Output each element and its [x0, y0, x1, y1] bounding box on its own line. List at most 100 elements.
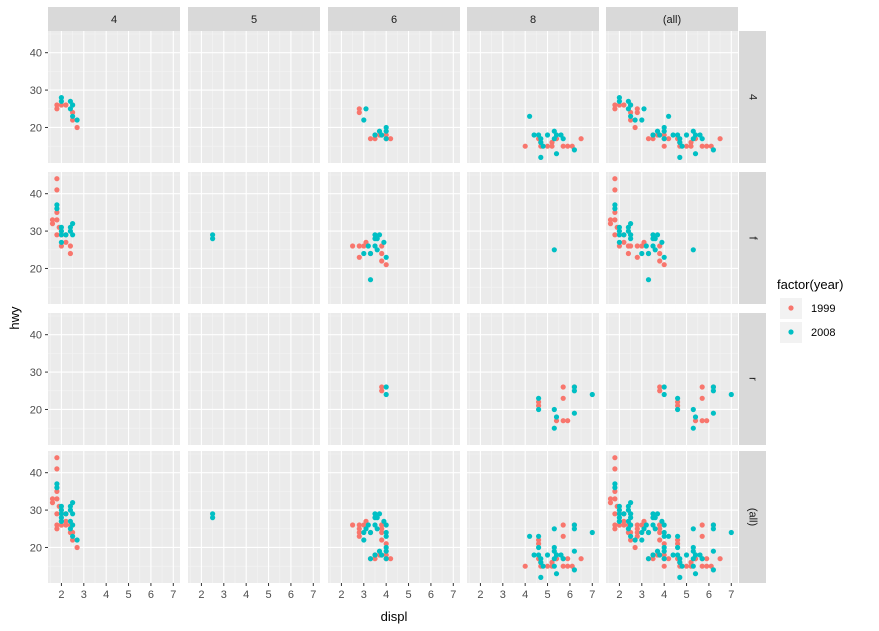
data-point-1999 — [661, 563, 667, 569]
data-point-2008 — [367, 250, 374, 257]
data-point-1999 — [356, 109, 362, 116]
data-point-2008 — [645, 556, 652, 562]
data-point-2008 — [571, 548, 578, 554]
data-point-2008 — [551, 544, 557, 551]
data-point-2008 — [699, 136, 705, 142]
data-point-1999 — [379, 388, 385, 394]
data-point-2008 — [544, 552, 551, 558]
data-point-1999 — [379, 250, 385, 257]
data-point-2008 — [383, 391, 389, 398]
data-point-2008 — [628, 515, 634, 521]
data-point-2008 — [677, 136, 683, 142]
data-point-1999 — [356, 243, 362, 249]
data-point-1999 — [675, 537, 681, 543]
data-point-2008 — [690, 247, 696, 253]
x-tick-label: 6 — [706, 589, 712, 601]
data-point-2008 — [589, 529, 595, 536]
data-point-1999 — [372, 136, 378, 142]
data-point-2008 — [376, 232, 383, 238]
data-point-2008 — [361, 250, 367, 257]
data-point-2008 — [58, 232, 64, 238]
data-point-1999 — [536, 399, 542, 405]
data-point-2008 — [383, 556, 389, 562]
data-point-2008 — [675, 544, 681, 551]
x-tick-label: 2 — [616, 589, 622, 601]
data-point-1999 — [675, 541, 681, 547]
data-point-1999 — [634, 106, 640, 112]
data-point-2008 — [654, 548, 661, 554]
data-point-1999 — [661, 541, 667, 547]
row-strip — [739, 172, 766, 304]
data-point-2008 — [710, 522, 717, 528]
data-point-1999 — [367, 136, 374, 142]
data-point-2008 — [54, 202, 60, 208]
data-point-2008 — [571, 388, 578, 394]
data-point-2008 — [690, 526, 696, 532]
data-point-1999 — [612, 102, 618, 108]
data-point-2008 — [372, 243, 378, 249]
x-tick-label: 5 — [265, 589, 271, 601]
data-point-2008 — [383, 128, 389, 134]
legend-title: factor(year) — [777, 277, 843, 292]
data-point-2008 — [540, 143, 546, 149]
data-point-2008 — [645, 277, 652, 283]
data-point-1999 — [74, 124, 80, 131]
data-point-2008 — [628, 522, 634, 528]
y-axis-title: hwy — [7, 306, 22, 330]
legend-swatch-2008 — [788, 329, 794, 335]
data-point-2008 — [639, 250, 645, 257]
data-point-2008 — [527, 533, 533, 539]
data-point-1999 — [536, 541, 542, 547]
data-point-2008 — [666, 533, 672, 539]
data-point-2008 — [374, 247, 380, 253]
x-tick-label: 3 — [639, 589, 645, 601]
data-point-2008 — [632, 537, 638, 543]
data-point-2008 — [616, 228, 623, 234]
data-point-2008 — [553, 571, 560, 577]
panel-background — [328, 451, 460, 583]
x-tick-label: 4 — [522, 589, 528, 601]
data-point-2008 — [63, 232, 69, 238]
data-point-1999 — [661, 132, 667, 138]
column-strip-label: (all) — [663, 14, 681, 26]
data-point-2008 — [361, 117, 367, 123]
data-point-2008 — [670, 552, 676, 558]
y-tick-label: 20 — [30, 404, 42, 416]
data-point-2008 — [661, 124, 667, 131]
data-point-2008 — [376, 511, 383, 517]
data-point-1999 — [383, 541, 389, 547]
data-point-2008 — [628, 221, 634, 227]
data-point-2008 — [58, 228, 64, 234]
data-point-2008 — [58, 239, 64, 245]
data-point-2008 — [677, 559, 683, 566]
data-point-2008 — [210, 232, 216, 238]
row-strip-label: r — [747, 377, 759, 381]
data-point-1999 — [607, 500, 614, 506]
data-point-2008 — [376, 128, 383, 134]
data-point-1999 — [699, 143, 705, 149]
data-point-1999 — [657, 526, 663, 532]
data-point-2008 — [70, 102, 76, 108]
data-point-1999 — [54, 488, 60, 494]
column-strip-label: 8 — [530, 14, 536, 26]
data-point-2008 — [616, 232, 623, 238]
data-point-1999 — [699, 563, 705, 569]
data-point-1999 — [54, 496, 60, 502]
data-point-2008 — [365, 522, 371, 528]
data-point-2008 — [643, 522, 649, 528]
data-point-1999 — [607, 217, 614, 223]
data-point-2008 — [616, 518, 623, 524]
data-point-1999 — [612, 511, 618, 517]
data-point-2008 — [54, 485, 60, 491]
panel-background — [606, 31, 738, 163]
data-point-2008 — [70, 113, 76, 119]
panel-background — [606, 172, 738, 304]
x-tick-label: 2 — [58, 589, 64, 601]
data-point-2008 — [710, 410, 717, 416]
panel-background — [606, 451, 738, 583]
panel-background — [48, 451, 180, 583]
x-tick-label: 7 — [589, 589, 595, 601]
data-point-2008 — [690, 425, 696, 431]
data-point-2008 — [677, 574, 683, 581]
data-point-2008 — [650, 132, 656, 138]
